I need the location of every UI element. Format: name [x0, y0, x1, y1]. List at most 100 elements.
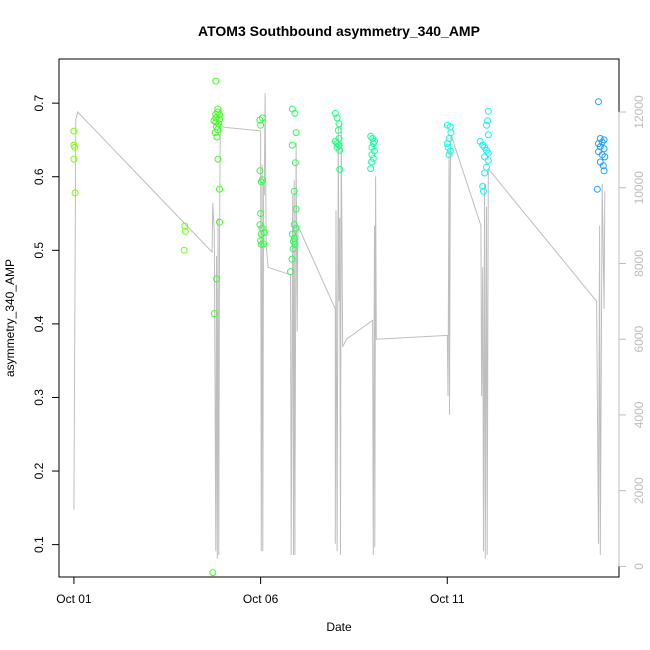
data-point [600, 136, 608, 144]
data-point [212, 77, 220, 85]
data-point [331, 109, 339, 117]
data-point [180, 246, 188, 254]
y-tick-label: 0.5 [32, 242, 46, 259]
data-point [369, 154, 377, 162]
data-point [287, 268, 294, 276]
data-point [257, 121, 265, 129]
data-point [484, 117, 492, 125]
y-tick-label: 0.6 [32, 168, 46, 185]
data-point [292, 129, 300, 137]
y-axis: 0.1 0.2 0.3 0.4 0.5 0.6 0.7 [32, 94, 60, 553]
line-series [73, 93, 606, 559]
data-point [290, 221, 298, 229]
data-point [444, 143, 452, 151]
data-point [336, 165, 344, 173]
data-point [367, 165, 375, 173]
data-point [216, 185, 223, 193]
data-point [484, 131, 492, 139]
line-series-0 [73, 93, 606, 559]
x-axis: Oct 01 Oct 06 Oct 11 [56, 576, 465, 606]
data-point [291, 159, 299, 167]
data-point [213, 275, 220, 283]
data-point [213, 133, 221, 141]
data-point [181, 227, 189, 235]
data-point [71, 189, 79, 197]
data-point [70, 127, 78, 135]
data-point [289, 245, 297, 253]
data-point [601, 153, 609, 161]
data-point [291, 240, 299, 248]
y2-axis: 0 2000 4000 6000 8000 10000 12000 [618, 95, 646, 570]
data-point [333, 140, 341, 148]
y2-tick-label: 0 [632, 563, 646, 570]
data-point [481, 153, 489, 161]
data-point [257, 178, 265, 186]
data-point [334, 126, 342, 134]
y-tick-label: 0.3 [32, 389, 46, 406]
y2-tick-label: 4000 [632, 401, 646, 428]
x-axis-label: Date [326, 620, 352, 634]
data-point [600, 167, 608, 175]
data-point [259, 114, 266, 122]
y-tick-label: 0.1 [32, 536, 46, 553]
data-point [484, 149, 492, 157]
data-point [214, 155, 222, 163]
data-point [256, 167, 264, 175]
data-point [367, 132, 375, 140]
data-point [484, 157, 492, 164]
data-point [479, 141, 487, 149]
data-point [291, 109, 299, 117]
data-point [598, 138, 606, 146]
y-tick-label: 0.4 [32, 315, 46, 332]
y-axis-label: asymmetry_340_AMP [3, 259, 17, 377]
x-tick-label: Oct 11 [430, 592, 465, 606]
data-point [209, 569, 217, 577]
x-tick-label: Oct 01 [56, 592, 92, 606]
data-point [290, 187, 298, 195]
y2-tick-label: 6000 [632, 326, 646, 353]
data-point [181, 222, 189, 230]
y2-tick-label: 2000 [632, 477, 646, 504]
data-point [369, 140, 377, 148]
data-point [288, 141, 296, 149]
data-point [483, 163, 490, 171]
data-point [593, 185, 601, 193]
data-point [595, 98, 602, 106]
data-point [481, 169, 489, 177]
data-point [335, 141, 343, 149]
data-point [210, 117, 218, 125]
data-point [292, 224, 300, 232]
data-point [446, 147, 454, 155]
data-point [257, 230, 265, 238]
data-point [288, 255, 296, 263]
data-point [257, 240, 265, 248]
data-point [288, 230, 296, 238]
data-point [335, 120, 343, 128]
data-point [368, 151, 376, 159]
data-point [216, 218, 223, 226]
data-point [484, 107, 492, 115]
data-point [292, 205, 300, 213]
data-point [256, 221, 264, 229]
data-point [210, 310, 218, 318]
data-point [445, 151, 453, 159]
data-point [211, 129, 219, 137]
data-point [257, 210, 265, 217]
chart-title: ATOM3 Southbound asymmetry_340_AMP [198, 23, 480, 39]
data-point [70, 155, 78, 163]
data-point [479, 182, 487, 190]
y2-tick-label: 8000 [632, 250, 646, 277]
plot-frame [58, 58, 620, 578]
data-point [480, 187, 487, 195]
data-point [483, 121, 490, 129]
data-point [368, 158, 375, 166]
data-point [71, 143, 79, 151]
data-point [336, 146, 344, 154]
data-point [443, 140, 451, 148]
point-series [70, 77, 609, 577]
y2-tick-label: 10000 [632, 171, 646, 205]
y-tick-label: 0.7 [32, 94, 46, 111]
y-tick-label: 0.2 [32, 462, 46, 479]
data-point [599, 162, 607, 170]
